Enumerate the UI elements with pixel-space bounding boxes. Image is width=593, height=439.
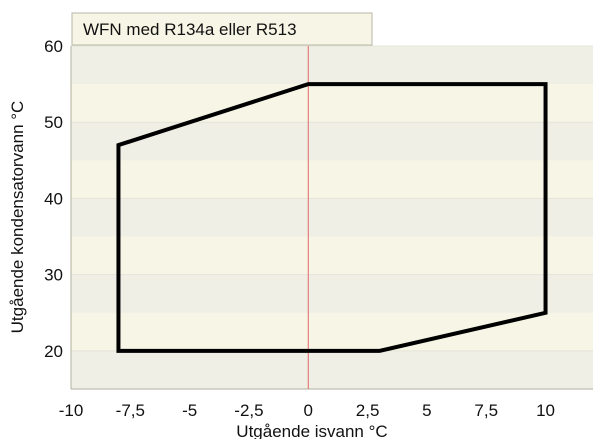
x-tick-label: -7,5 [116, 401, 145, 420]
y-tick-labels: 20 30 40 50 60 [44, 37, 63, 361]
x-tick-label: -2,5 [234, 401, 263, 420]
plot-bands [71, 46, 593, 389]
band-50 [71, 122, 593, 161]
x-tick-label: -10 [59, 401, 84, 420]
x-tick-label: 2,5 [356, 401, 380, 420]
x-tick-label: 5 [422, 401, 431, 420]
y-tick-label: 20 [44, 342, 63, 361]
chart-title: WFN med R134a eller R513 [83, 20, 297, 39]
y-tick-label: 60 [44, 37, 63, 56]
x-tick-label: 7,5 [474, 401, 498, 420]
y-tick-label: 30 [44, 266, 63, 285]
x-tick-labels: -10 -7,5 -5 -2,5 0 2,5 5 7,5 10 [59, 401, 555, 420]
band-40 [71, 198, 593, 237]
band-20 [71, 350, 593, 389]
x-tick-label: 0 [304, 401, 313, 420]
y-tick-label: 40 [44, 189, 63, 208]
band-30 [71, 274, 593, 313]
operating-envelope [116, 82, 548, 353]
x-tick-label: 10 [536, 401, 555, 420]
x-axis-title: Utgående isvann °C [236, 422, 387, 439]
x-tick-label: -5 [182, 401, 197, 420]
title-tab [71, 12, 373, 46]
y-tick-label: 50 [44, 113, 63, 132]
y-axis-title: Utgående kondensatorvann °C [8, 101, 27, 334]
band-60 [71, 46, 593, 85]
